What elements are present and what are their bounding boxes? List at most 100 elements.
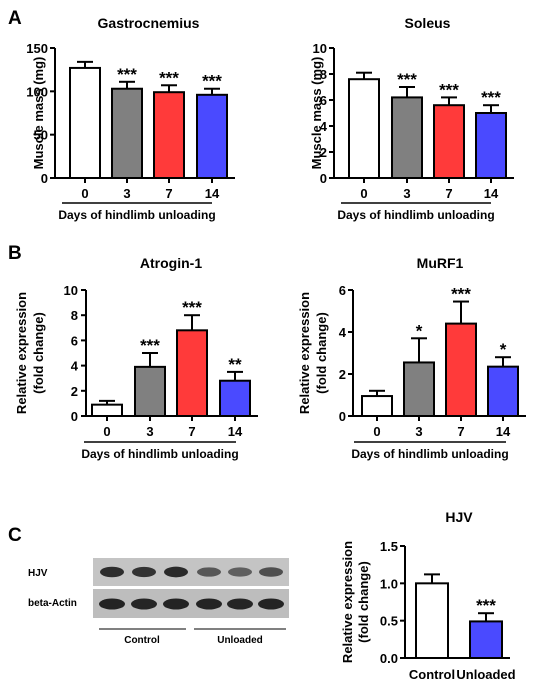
soleus-ytick-label: 4 bbox=[320, 119, 328, 134]
murf1-significance: *** bbox=[451, 285, 471, 304]
gastrocnemius-bar-7 bbox=[153, 91, 185, 179]
gastrocnemius-bar-14 bbox=[196, 93, 228, 179]
murf1-category-label: 14 bbox=[496, 424, 511, 439]
soleus-significance: *** bbox=[397, 70, 417, 89]
gastrocnemius-category-label: 7 bbox=[165, 186, 172, 201]
murf1-bar-0 bbox=[361, 395, 393, 417]
murf1-ytick-label: 6 bbox=[339, 283, 346, 298]
soleus-bar-3 bbox=[391, 96, 423, 179]
murf1-bar-3 bbox=[403, 361, 435, 418]
hjv-y-label: Relative expression bbox=[340, 541, 355, 663]
gastrocnemius-bar-0 bbox=[69, 66, 101, 179]
gastrocnemius-title: Gastrocnemius bbox=[98, 15, 200, 31]
western-blot: HJV beta-Actin Control Unloaded bbox=[28, 558, 289, 646]
atrogin-ytick-label: 10 bbox=[64, 283, 78, 298]
soleus-ytick-label: 8 bbox=[320, 67, 327, 82]
murf1-bar-7 bbox=[445, 322, 477, 418]
atrogin-1-chart: Atrogin-1 0 2 4 6 8 10 Relative expression (fold… bbox=[14, 255, 258, 461]
hjv-chart: HJV 0.0 0.5 1.0 1.5 Relative expression (fold … bbox=[340, 509, 516, 682]
atrogin-significance: ** bbox=[228, 355, 242, 374]
soleus-ytick-label: 2 bbox=[320, 145, 327, 160]
panel-label-c: C bbox=[8, 525, 22, 546]
murf1-title: MuRF1 bbox=[417, 255, 464, 271]
hjv-y-label: (fold change) bbox=[356, 561, 371, 643]
soleus-title: Soleus bbox=[405, 15, 451, 31]
murf1-ytick-label: 4 bbox=[339, 325, 347, 340]
atrogin-bar-3 bbox=[134, 365, 166, 417]
blot-strip-hjv bbox=[93, 558, 289, 586]
soleus-category-label: 3 bbox=[403, 186, 410, 201]
hjv-bar-control bbox=[415, 582, 449, 659]
soleus-category-label: 14 bbox=[484, 186, 499, 201]
soleus-significance: *** bbox=[439, 80, 459, 99]
atrogin-category-label: 14 bbox=[228, 424, 243, 439]
hjv-band bbox=[259, 567, 283, 577]
blot-group-unloaded: Unloaded bbox=[217, 635, 263, 646]
actin-band bbox=[131, 598, 157, 610]
actin-band bbox=[99, 598, 125, 610]
gastrocnemius-y-label: Muscle mass (mg) bbox=[31, 57, 46, 170]
murf1-y-label: Relative expression bbox=[297, 292, 312, 414]
soleus-ytick-label: 10 bbox=[313, 41, 327, 56]
gastrocnemius-category-label: 14 bbox=[205, 186, 220, 201]
atrogin-bar-14 bbox=[219, 379, 251, 417]
hjv-ytick-label: 1.0 bbox=[380, 576, 398, 591]
hjv-ytick-label: 1.5 bbox=[380, 539, 398, 554]
murf1-significance: * bbox=[500, 340, 507, 359]
atrogin-ytick-label: 2 bbox=[71, 384, 78, 399]
murf1-category-label: 7 bbox=[457, 424, 464, 439]
atrogin-ytick-label: 4 bbox=[71, 359, 79, 374]
actin-band bbox=[227, 598, 253, 610]
murf1-y-label: (fold change) bbox=[314, 312, 329, 394]
hjv-band bbox=[228, 567, 252, 577]
panel-label-a: A bbox=[8, 8, 22, 29]
atrogin-category-label: 3 bbox=[146, 424, 153, 439]
actin-band bbox=[163, 598, 189, 610]
gastrocnemius-category-label: 0 bbox=[81, 186, 88, 201]
atrogin-ytick-label: 6 bbox=[71, 333, 78, 348]
gastrocnemius-x-label: Days of hindlimb unloading bbox=[58, 208, 215, 222]
atrogin-significance: *** bbox=[182, 298, 202, 317]
hjv-band bbox=[197, 567, 221, 577]
soleus-category-label: 7 bbox=[445, 186, 452, 201]
atrogin-x-label: Days of hindlimb unloading bbox=[81, 447, 238, 461]
atrogin-y-label: Relative expression bbox=[14, 292, 29, 414]
soleus-bar-0 bbox=[348, 78, 380, 179]
actin-band bbox=[258, 598, 284, 610]
soleus-x-label: Days of hindlimb unloading bbox=[337, 208, 494, 222]
hjv-title: HJV bbox=[445, 509, 473, 525]
hjv-ytick-label: 0.5 bbox=[380, 614, 398, 629]
hjv-category-label: Control bbox=[409, 667, 455, 682]
gastrocnemius-ytick-label: 150 bbox=[26, 41, 48, 56]
atrogin-ytick-label: 0 bbox=[71, 409, 78, 424]
gastrocnemius-ytick-label: 0 bbox=[41, 171, 48, 186]
atrogin-ytick-label: 8 bbox=[71, 308, 78, 323]
actin-band bbox=[196, 598, 222, 610]
atrogin-y-label: (fold change) bbox=[31, 312, 46, 394]
atrogin-category-label: 0 bbox=[103, 424, 110, 439]
blot-strip-actin bbox=[93, 589, 289, 618]
soleus-ytick-label: 6 bbox=[320, 93, 327, 108]
murf1-category-label: 3 bbox=[415, 424, 422, 439]
atrogin-bar-7 bbox=[176, 329, 208, 418]
soleus-significance: *** bbox=[481, 88, 501, 107]
gastrocnemius-ytick-label: 50 bbox=[34, 128, 48, 143]
panel-label-b: B bbox=[8, 243, 22, 264]
murf1-ytick-label: 0 bbox=[339, 409, 346, 424]
gastrocnemius-significance: *** bbox=[159, 68, 179, 87]
gastrocnemius-significance: *** bbox=[117, 65, 137, 84]
gastrocnemius-ytick-label: 100 bbox=[26, 84, 48, 99]
murf1-chart: MuRF1 0 2 4 6 Relative expression (fold change… bbox=[297, 255, 526, 461]
soleus-bar-14 bbox=[475, 112, 507, 179]
atrogin-category-label: 7 bbox=[188, 424, 195, 439]
atrogin-title: Atrogin-1 bbox=[140, 255, 202, 271]
soleus-bar-7 bbox=[433, 104, 465, 179]
murf1-category-label: 0 bbox=[373, 424, 380, 439]
soleus-ytick-label: 0 bbox=[320, 171, 327, 186]
murf1-bar-14 bbox=[487, 365, 519, 417]
hjv-band bbox=[132, 566, 156, 578]
atrogin-bar-0 bbox=[91, 403, 123, 418]
blot-row-label-actin: beta-Actin bbox=[28, 598, 77, 609]
